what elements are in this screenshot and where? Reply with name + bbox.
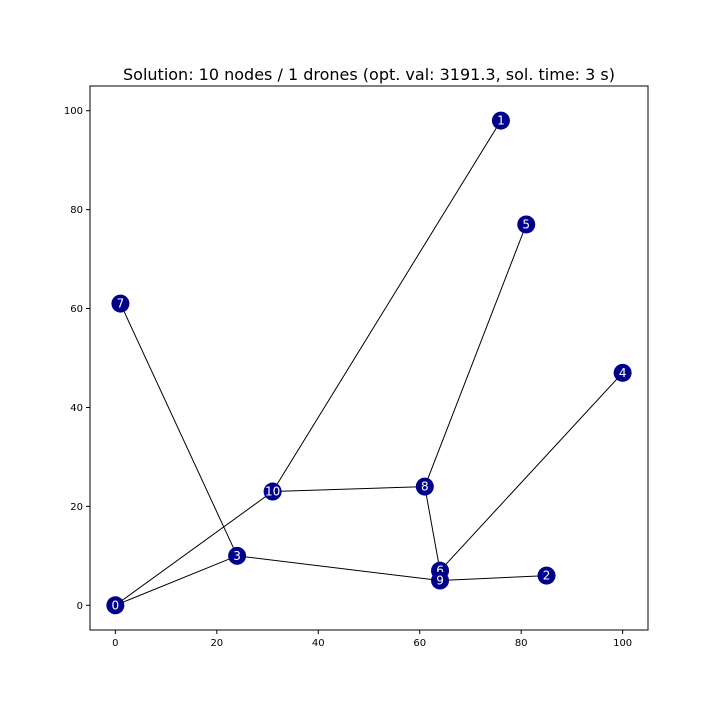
y-tick-label: 20 [70, 502, 83, 513]
edge-10-8 [272, 486, 425, 493]
edge-8-6 [424, 486, 441, 571]
route-edges [115, 120, 624, 606]
edge-10-1 [272, 120, 502, 492]
x-tick-label: 40 [312, 638, 325, 649]
node-label-6: 6 [436, 564, 444, 578]
edge-0-10 [115, 491, 273, 606]
edge-3-7 [119, 303, 238, 557]
node-9 [431, 571, 450, 590]
node-label-2: 2 [543, 569, 551, 583]
node-7 [111, 294, 130, 313]
plot-area [89, 85, 649, 631]
y-tick-label: 60 [70, 304, 83, 315]
node-5 [517, 215, 536, 234]
y-tick-label: 0 [77, 601, 83, 612]
x-tick-label: 0 [112, 638, 118, 649]
edge-0-3 [115, 555, 238, 606]
node-1 [491, 111, 510, 130]
x-tick-label: 60 [413, 638, 426, 649]
y-axis-ticks: 0 20 40 60 80 100 [64, 106, 90, 612]
node-3 [228, 546, 247, 565]
x-tick-label: 80 [515, 638, 528, 649]
edge-8-5 [424, 224, 527, 487]
x-tick-label: 20 [210, 638, 223, 649]
edge-9-2 [439, 575, 547, 582]
y-tick-label: 80 [70, 205, 83, 216]
chart-title: Solution: 10 nodes / 1 drones (opt. val:… [123, 65, 615, 84]
node-label-3: 3 [233, 549, 241, 563]
route-nodes: 0 1 2 3 4 5 6 7 8 9 10 [106, 111, 632, 615]
node-4 [613, 363, 632, 382]
node-label-8: 8 [421, 480, 429, 494]
node-label-0: 0 [112, 598, 120, 612]
node-label-9: 9 [436, 574, 444, 588]
node-label-10: 10 [265, 485, 280, 499]
node-8 [415, 477, 434, 496]
y-tick-label: 40 [70, 403, 83, 414]
node-2 [537, 566, 556, 585]
node-0 [106, 596, 125, 615]
x-tick-label: 100 [613, 638, 632, 649]
node-10 [263, 482, 282, 501]
node-label-4: 4 [619, 366, 627, 380]
node-label-1: 1 [497, 114, 505, 128]
node-label-7: 7 [117, 297, 125, 311]
edge-6-4 [439, 372, 624, 571]
edge-3-9 [237, 555, 441, 582]
node-label-5: 5 [522, 217, 530, 231]
x-axis-ticks: 0 20 40 60 80 100 [112, 630, 632, 649]
y-tick-label: 100 [64, 106, 83, 117]
